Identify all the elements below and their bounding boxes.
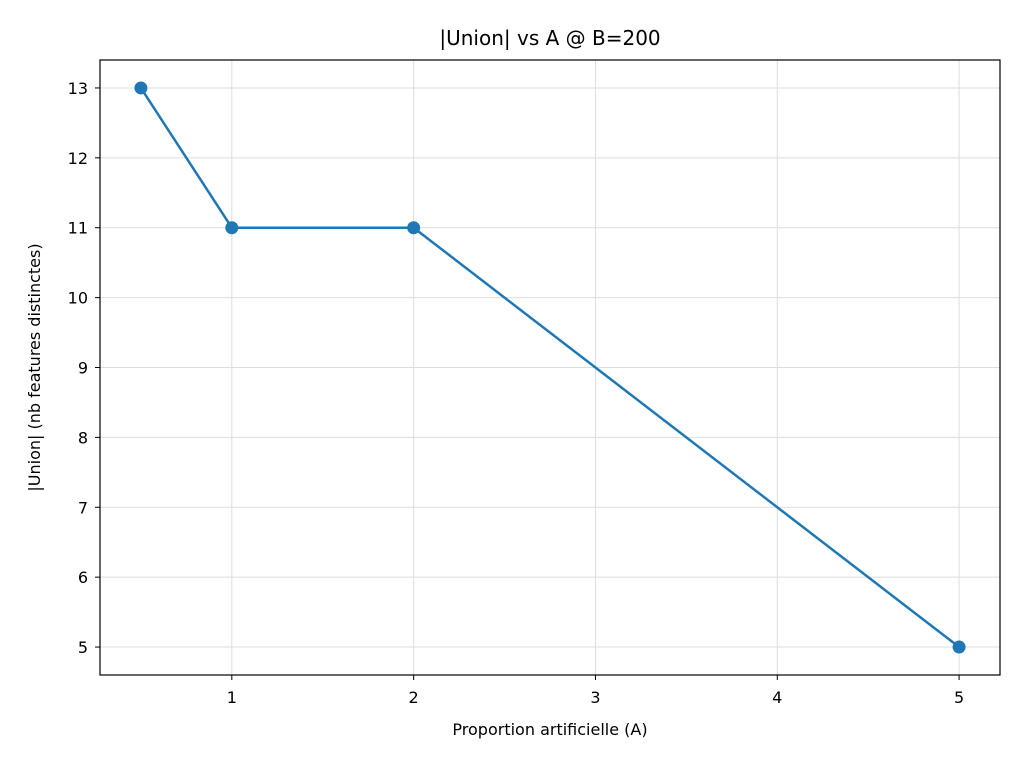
y-tick-label: 11	[68, 219, 88, 238]
y-tick-label: 6	[78, 568, 88, 587]
y-tick-label: 10	[68, 289, 88, 308]
series-line	[139, 87, 960, 649]
data-point	[134, 81, 148, 95]
data-point	[407, 221, 421, 235]
y-axis-label: |Union| (nb features distinctes)	[25, 243, 44, 491]
y-tick-label: 12	[68, 149, 88, 168]
x-tick-label: 4	[772, 688, 782, 707]
y-tick-label: 7	[78, 498, 88, 517]
y-tick-label: 13	[68, 79, 88, 98]
x-tick-label: 2	[409, 688, 419, 707]
x-tick-label: 1	[227, 688, 237, 707]
x-tick-label: 5	[954, 688, 964, 707]
data-point	[952, 640, 966, 654]
chart-title: |Union| vs A @ B=200	[439, 26, 660, 50]
series-layer	[134, 81, 966, 654]
x-tick-label: 3	[590, 688, 600, 707]
x-axis-label: Proportion artificielle (A)	[452, 720, 647, 739]
y-tick-label: 5	[78, 638, 88, 657]
data-point	[225, 221, 239, 235]
y-tick-label: 9	[78, 359, 88, 378]
y-tick-label: 8	[78, 428, 88, 447]
